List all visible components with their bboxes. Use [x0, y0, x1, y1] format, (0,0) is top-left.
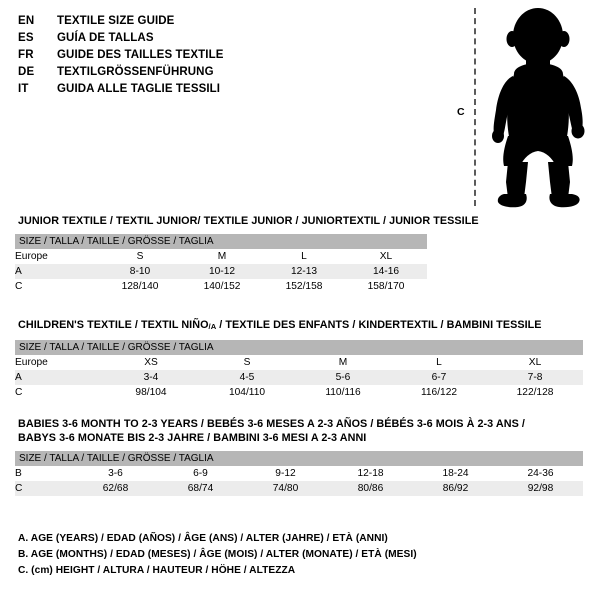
table-row: C 128/140 140/152 152/158 158/170	[15, 279, 428, 294]
table-row: Europe S M L XL	[15, 249, 428, 264]
babies-c-val-2: 68/74	[158, 481, 243, 496]
section-title-babies-line1: BABIES 3-6 MONTH TO 2-3 YEARS / BEBÉS 3-…	[18, 418, 525, 430]
children-a-val-5: 7-8	[487, 370, 584, 385]
language-header-block: EN TEXTILE SIZE GUIDE ES GUÍA DE TALLAS …	[18, 13, 418, 98]
guide-title-es: GUÍA DE TALLAS	[57, 32, 154, 44]
children-europe-val-4: L	[391, 355, 487, 370]
babies-row-label-b: B	[15, 466, 73, 481]
children-a-val-1: 3-4	[103, 370, 199, 385]
children-europe-val-1: XS	[103, 355, 199, 370]
children-row-label-a: A	[15, 370, 103, 385]
junior-a-val-2: 10-12	[181, 264, 263, 279]
section-childrens-textile: CHILDREN'S TEXTILE / TEXTIL NIÑO/A / TEX…	[15, 318, 584, 400]
section-junior-textile: JUNIOR TEXTILE / TEXTIL JUNIOR/ TEXTILE …	[15, 214, 479, 294]
children-c-val-4: 116/122	[391, 385, 487, 400]
junior-europe-val-1: S	[99, 249, 181, 264]
section-title-children-part2: / TEXTILE DES ENFANTS / KINDERTEXTIL / B…	[216, 319, 542, 331]
babies-c-val-5: 86/92	[413, 481, 498, 496]
table-row: A 8-10 10-12 12-13 14-16	[15, 264, 428, 279]
children-table-band-row: SIZE / TALLA / TAILLE / GRÖSSE / TAGLIA	[15, 340, 584, 355]
babies-b-val-3: 9-12	[243, 466, 328, 481]
table-row: B 3-6 6-9 9-12 12-18 18-24 24-36	[15, 466, 584, 481]
legend-line-c: C. (cm) HEIGHT / ALTURA / HAUTEUR / HÖHE…	[18, 565, 296, 576]
table-row: C 98/104 104/110 110/116 116/122 122/128	[15, 385, 584, 400]
children-row-label-europe: Europe	[15, 355, 103, 370]
babies-c-val-1: 62/68	[73, 481, 158, 496]
babies-b-val-6: 24-36	[498, 466, 584, 481]
babies-b-val-2: 6-9	[158, 466, 243, 481]
junior-europe-val-4: XL	[345, 249, 428, 264]
guide-title-de: TEXTILGRÖSSENFÜHRUNG	[57, 66, 214, 78]
height-dashed-line	[474, 8, 476, 206]
junior-table-band-row: SIZE / TALLA / TAILLE / GRÖSSE / TAGLIA	[15, 234, 428, 249]
language-row-en: EN TEXTILE SIZE GUIDE	[18, 13, 418, 30]
guide-title-en: TEXTILE SIZE GUIDE	[57, 15, 175, 27]
language-code-es: ES	[18, 32, 34, 44]
children-c-val-3: 110/116	[295, 385, 391, 400]
babies-b-val-4: 12-18	[328, 466, 413, 481]
babies-size-table: SIZE / TALLA / TAILLE / GRÖSSE / TAGLIA …	[15, 451, 584, 496]
section-title-junior: JUNIOR TEXTILE / TEXTIL JUNIOR/ TEXTILE …	[18, 215, 479, 227]
junior-band-label: SIZE / TALLA / TAILLE / GRÖSSE / TAGLIA	[15, 234, 428, 249]
language-row-de: DE TEXTILGRÖSSENFÜHRUNG	[18, 64, 418, 81]
children-europe-val-3: M	[295, 355, 391, 370]
junior-row-label-a: A	[15, 264, 99, 279]
junior-a-val-4: 14-16	[345, 264, 428, 279]
babies-table-band-row: SIZE / TALLA / TAILLE / GRÖSSE / TAGLIA	[15, 451, 584, 466]
guide-title-it: GUIDA ALLE TAGLIE TESSILI	[57, 83, 221, 95]
language-row-fr: FR GUIDE DES TAILLES TEXTILE	[18, 47, 418, 64]
children-c-val-5: 122/128	[487, 385, 584, 400]
language-code-fr: FR	[18, 49, 34, 61]
children-band-label: SIZE / TALLA / TAILLE / GRÖSSE / TAGLIA	[15, 340, 584, 355]
guide-title-fr: GUIDE DES TAILLES TEXTILE	[57, 49, 224, 61]
height-measurement-figure: C	[448, 0, 600, 215]
junior-a-val-3: 12-13	[263, 264, 345, 279]
children-c-val-1: 98/104	[103, 385, 199, 400]
junior-europe-val-3: L	[263, 249, 345, 264]
junior-row-label-c: C	[15, 279, 99, 294]
babies-c-val-3: 74/80	[243, 481, 328, 496]
table-row: A 3-4 4-5 5-6 6-7 7-8	[15, 370, 584, 385]
section-title-children: CHILDREN'S TEXTILE / TEXTIL NIÑO/A / TEX…	[15, 318, 583, 334]
junior-europe-val-2: M	[181, 249, 263, 264]
junior-c-val-2: 140/152	[181, 279, 263, 294]
children-row-label-c: C	[15, 385, 103, 400]
language-code-en: EN	[18, 15, 35, 27]
children-europe-val-5: XL	[487, 355, 584, 370]
table-row: C 62/68 68/74 74/80 80/86 86/92 92/98	[15, 481, 584, 496]
junior-c-val-3: 152/158	[263, 279, 345, 294]
babies-b-val-5: 18-24	[413, 466, 498, 481]
legend-line-b: B. AGE (MONTHS) / EDAD (MESES) / ÂGE (MO…	[18, 549, 417, 560]
section-title-babies-line2: BABYS 3-6 MONATE BIS 2-3 JAHRE / BAMBINI…	[18, 432, 367, 444]
children-a-val-4: 6-7	[391, 370, 487, 385]
section-title-children-subscript: /A	[208, 322, 217, 331]
children-europe-val-2: S	[199, 355, 295, 370]
language-code-it: IT	[18, 83, 29, 95]
table-row: Europe XS S M L XL	[15, 355, 584, 370]
junior-c-val-1: 128/140	[99, 279, 181, 294]
children-a-val-3: 5-6	[295, 370, 391, 385]
language-row-it: IT GUIDA ALLE TAGLIE TESSILI	[18, 81, 418, 98]
junior-row-label-europe: Europe	[15, 249, 99, 264]
height-measure-label: C	[457, 106, 465, 118]
babies-band-label: SIZE / TALLA / TAILLE / GRÖSSE / TAGLIA	[15, 451, 584, 466]
babies-c-val-6: 92/98	[498, 481, 584, 496]
babies-b-val-1: 3-6	[73, 466, 158, 481]
language-code-de: DE	[18, 66, 35, 78]
measurement-legend: A. AGE (YEARS) / EDAD (AÑOS) / ÂGE (ANS)…	[18, 531, 417, 579]
children-c-val-2: 104/110	[199, 385, 295, 400]
children-a-val-2: 4-5	[199, 370, 295, 385]
toddler-silhouette-icon	[492, 8, 585, 208]
junior-c-val-4: 158/170	[345, 279, 428, 294]
babies-c-val-4: 80/86	[328, 481, 413, 496]
babies-row-label-c: C	[15, 481, 73, 496]
junior-a-val-1: 8-10	[99, 264, 181, 279]
section-babies-textile: BABIES 3-6 MONTH TO 2-3 YEARS / BEBÉS 3-…	[15, 417, 584, 496]
language-row-es: ES GUÍA DE TALLAS	[18, 30, 418, 47]
legend-line-a: A. AGE (YEARS) / EDAD (AÑOS) / ÂGE (ANS)…	[18, 533, 388, 544]
children-size-table: SIZE / TALLA / TAILLE / GRÖSSE / TAGLIA …	[15, 340, 584, 400]
section-title-children-part1: CHILDREN'S TEXTILE / TEXTIL NIÑO	[18, 319, 209, 331]
junior-size-table: SIZE / TALLA / TAILLE / GRÖSSE / TAGLIA …	[15, 234, 428, 294]
